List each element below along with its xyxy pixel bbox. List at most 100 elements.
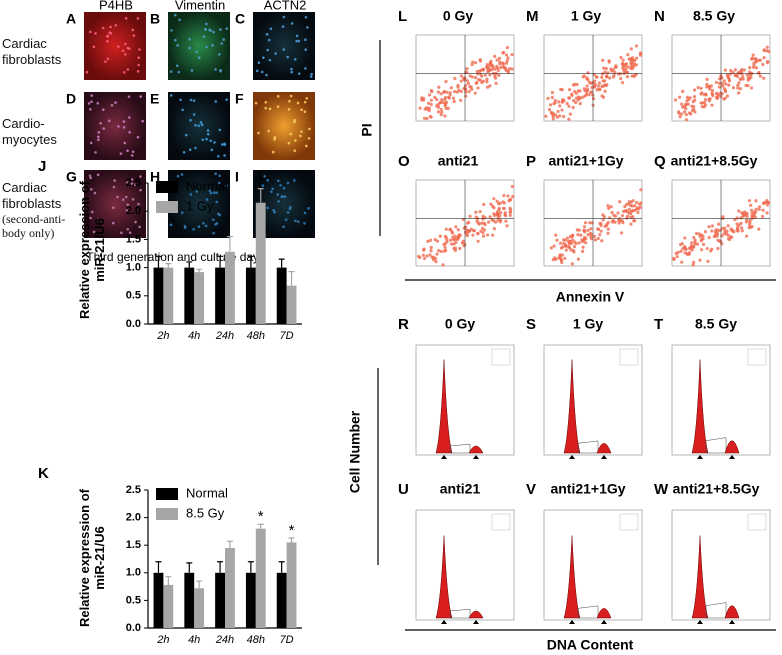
row-label: Cardiac fibroblasts [2, 180, 62, 211]
event-dot [726, 233, 730, 237]
event-dot [459, 79, 463, 83]
event-dot [599, 223, 603, 228]
nucleus [126, 68, 130, 71]
event-dot [485, 233, 490, 237]
x-tick-label: 4h [188, 330, 200, 342]
event-dot [619, 76, 623, 81]
event-dot [710, 229, 714, 233]
event-dot [510, 52, 514, 57]
panel-letter: J [38, 158, 46, 175]
event-dot [428, 93, 432, 97]
event-dot [689, 112, 693, 116]
event-dot [553, 101, 557, 105]
event-dot [483, 215, 487, 220]
nucleus [106, 57, 110, 61]
nucleus [263, 174, 266, 178]
event-dot [488, 215, 492, 219]
x-tick-label: 24h [215, 634, 234, 646]
event-dot [506, 70, 510, 74]
event-dot [572, 98, 576, 103]
panel-letter: W [654, 481, 669, 498]
panel-title: 1 Gy [571, 8, 602, 24]
nucleus [257, 61, 261, 65]
error-bar [247, 255, 254, 268]
event-dot [477, 78, 481, 82]
nucleus [300, 130, 303, 133]
panel-title: 8.5 Gy [693, 8, 735, 24]
nucleus [289, 132, 293, 136]
event-dot [600, 239, 604, 243]
error-bar [165, 263, 172, 268]
event-dot [625, 216, 629, 220]
event-dot [548, 103, 553, 107]
event-dot [585, 84, 589, 88]
event-dot [438, 234, 442, 238]
event-dot [630, 67, 634, 71]
error-bar [186, 562, 193, 573]
event-dot [765, 211, 769, 215]
nucleus [208, 189, 212, 192]
bar [215, 572, 225, 628]
event-dot [760, 214, 765, 219]
event-dot [729, 227, 733, 231]
nucleus [97, 131, 101, 134]
event-dot [444, 95, 448, 100]
event-dot [453, 76, 457, 81]
nucleus [218, 181, 221, 185]
event-dot [716, 238, 720, 242]
marker [441, 620, 479, 624]
event-dot [425, 254, 429, 258]
bar [225, 251, 235, 324]
axis-title: DNA Content [547, 637, 634, 653]
event-dot [749, 203, 753, 207]
event-dot [596, 84, 600, 88]
event-dot [578, 89, 582, 93]
event-dot [586, 78, 590, 82]
nucleus [124, 17, 128, 20]
nucleus [92, 230, 96, 234]
nucleus [296, 101, 300, 105]
nucleus [308, 127, 311, 131]
nucleus [173, 13, 177, 17]
panel-letter: B [150, 11, 160, 27]
bar [163, 267, 174, 324]
panel-title: anti21+8.5Gy [673, 481, 760, 497]
nucleus [114, 101, 117, 104]
event-dot [698, 258, 702, 262]
panel-title: anti21+8.5Gy [671, 153, 758, 169]
event-dot [482, 202, 486, 207]
event-dot [429, 238, 433, 242]
nucleus [264, 106, 267, 110]
event-dot [508, 210, 513, 214]
nucleus [214, 68, 217, 71]
nucleus [215, 200, 218, 204]
event-dot [602, 66, 606, 70]
nucleus [306, 26, 309, 29]
nucleus [268, 107, 272, 111]
event-dot [711, 93, 715, 98]
nucleus [310, 72, 313, 76]
s-phase [577, 605, 599, 619]
event-dot [428, 115, 432, 119]
event-dot [483, 73, 488, 77]
nucleus [212, 191, 216, 195]
panel-letter: H [150, 169, 160, 185]
event-dot [588, 81, 592, 85]
event-dot [623, 64, 627, 68]
legend-box [619, 513, 639, 531]
event-dot [421, 253, 425, 257]
event-dot [439, 113, 443, 117]
legend-box [747, 513, 767, 531]
event-dot [562, 114, 566, 119]
event-dot [710, 224, 714, 228]
event-dot [692, 95, 697, 99]
event-dot [496, 218, 500, 222]
nucleus [188, 148, 192, 152]
column-header: P4HB [99, 0, 133, 12]
y-tick-label: 0.0 [126, 622, 141, 634]
event-dot [434, 260, 438, 264]
nucleus [192, 113, 196, 116]
event-dot [577, 241, 581, 245]
x-tick-label: 2h [156, 330, 169, 342]
